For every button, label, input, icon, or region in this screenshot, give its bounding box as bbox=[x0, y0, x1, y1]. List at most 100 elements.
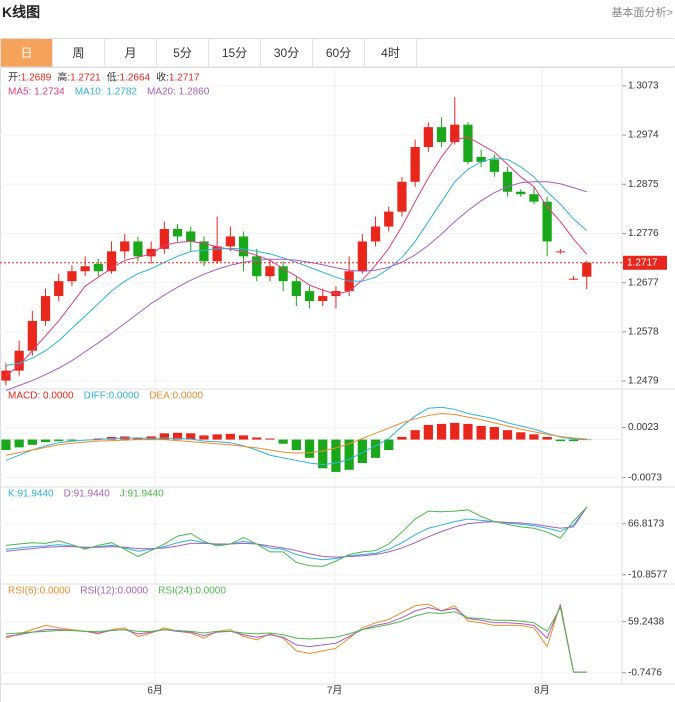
macd-bar bbox=[14, 439, 24, 448]
candle-body bbox=[370, 226, 381, 242]
candle-body bbox=[1, 370, 11, 381]
title: K线图 bbox=[2, 4, 41, 20]
candle-body bbox=[582, 262, 592, 277]
candle-body bbox=[450, 124, 460, 143]
candle-body bbox=[357, 241, 367, 272]
tab[interactable]: 4时 bbox=[365, 39, 417, 67]
link[interactable]: 基本面分析> bbox=[611, 7, 673, 19]
indicator-line bbox=[5, 506, 588, 561]
candle-body bbox=[172, 229, 183, 237]
macd-bar bbox=[542, 436, 552, 440]
tab[interactable]: 30分 bbox=[261, 39, 313, 67]
candle-body bbox=[489, 159, 499, 172]
macd-bar bbox=[27, 439, 37, 445]
macd-bar bbox=[582, 439, 592, 441]
indicator-line bbox=[5, 157, 588, 367]
tab[interactable]: 月 bbox=[105, 39, 157, 67]
legend-entry: MACD: 0.0000 bbox=[8, 391, 74, 402]
macd-bar bbox=[463, 423, 473, 440]
y-tick-label: 66.8173 bbox=[628, 518, 665, 529]
candle-body bbox=[476, 156, 486, 162]
legend-entry: RSI(6):0.0000 bbox=[8, 586, 71, 597]
macd-bar bbox=[555, 439, 565, 442]
candle-body bbox=[463, 124, 473, 162]
candle-body bbox=[318, 296, 328, 302]
candle-body bbox=[80, 266, 90, 272]
info-value: 1.2721 bbox=[70, 73, 101, 84]
candle-body bbox=[54, 281, 64, 297]
candle-body bbox=[159, 229, 169, 249]
info-label: 收: bbox=[156, 71, 169, 84]
tab[interactable]: 5分 bbox=[157, 39, 209, 67]
macd-bar bbox=[357, 439, 367, 464]
macd-bar bbox=[225, 433, 235, 440]
macd-bar bbox=[212, 434, 222, 440]
macd-bar bbox=[568, 439, 579, 442]
candle-body bbox=[291, 281, 301, 297]
candle-body bbox=[278, 266, 288, 282]
legend-entry: D:91.9440 bbox=[64, 489, 111, 500]
macd-bar bbox=[67, 439, 77, 441]
macd-bar bbox=[384, 439, 394, 450]
macd-bar bbox=[238, 435, 249, 440]
macd-bar bbox=[172, 432, 183, 440]
macd-bar bbox=[159, 433, 169, 440]
candle-body bbox=[516, 191, 526, 195]
legend-entry: DIFF:0.0000 bbox=[84, 391, 140, 402]
tab[interactable]: 周 bbox=[53, 39, 105, 67]
tab[interactable]: 60分 bbox=[313, 39, 365, 67]
candle-body bbox=[27, 320, 37, 351]
candle-body bbox=[133, 241, 143, 257]
tab[interactable]: 日 bbox=[1, 39, 53, 67]
macd-bar bbox=[54, 439, 64, 442]
macd-bar bbox=[331, 439, 341, 472]
candle-body bbox=[252, 256, 262, 277]
y-tick-label: 1.2578 bbox=[628, 326, 659, 337]
indicator-line bbox=[5, 136, 588, 376]
candle-body bbox=[93, 263, 103, 272]
legend-entry: MA10: 1.2782 bbox=[75, 87, 138, 98]
indicator-line bbox=[5, 606, 587, 673]
y-tick-label: 1.2776 bbox=[628, 228, 659, 239]
legend-entry: K:91.9440 bbox=[8, 489, 54, 500]
y-tick-label: -0.0073 bbox=[628, 472, 662, 483]
macd-bar bbox=[133, 437, 143, 440]
info-value: 1.2664 bbox=[120, 73, 151, 84]
tab[interactable]: 15分 bbox=[209, 39, 261, 67]
legend-entry: DEA:0.0000 bbox=[149, 391, 203, 402]
macd-bar bbox=[186, 433, 196, 440]
y-tick-label: -10.8577 bbox=[628, 569, 668, 580]
macd-bar bbox=[278, 439, 288, 444]
candle-body bbox=[423, 127, 433, 148]
x-tick-label: 6月 bbox=[147, 685, 163, 697]
y-tick-label: 1.3073 bbox=[628, 81, 659, 92]
macd-bar bbox=[476, 426, 486, 440]
candle-body bbox=[502, 171, 513, 192]
candle-body bbox=[436, 127, 447, 143]
legend-entry: MA20: 1.2860 bbox=[147, 87, 210, 98]
y-tick-label: 1.2479 bbox=[628, 376, 659, 387]
macd-bar bbox=[436, 423, 447, 440]
legend-entry: MA5: 1.2734 bbox=[8, 87, 65, 98]
macd-bar bbox=[265, 438, 275, 440]
macd-bar bbox=[502, 430, 513, 440]
macd-bar bbox=[370, 439, 381, 458]
candle-body bbox=[40, 296, 51, 321]
info-value: 1.2717 bbox=[169, 73, 200, 84]
candle-body bbox=[212, 246, 222, 262]
candle-body bbox=[529, 194, 539, 202]
candle-body bbox=[542, 201, 552, 242]
price-label: 1.2717 bbox=[627, 257, 658, 268]
candle-body bbox=[186, 231, 196, 242]
indicator-line bbox=[5, 506, 588, 567]
candle-body bbox=[568, 278, 579, 280]
macd-bar bbox=[93, 438, 103, 440]
macd-bar bbox=[423, 424, 433, 440]
y-tick-label: 1.2875 bbox=[628, 179, 659, 190]
candle-body bbox=[225, 236, 235, 247]
info-label: 高: bbox=[57, 71, 70, 84]
legend-entry: J:91.9440 bbox=[120, 489, 164, 500]
indicator-line bbox=[5, 506, 588, 558]
candle-body bbox=[304, 291, 315, 302]
